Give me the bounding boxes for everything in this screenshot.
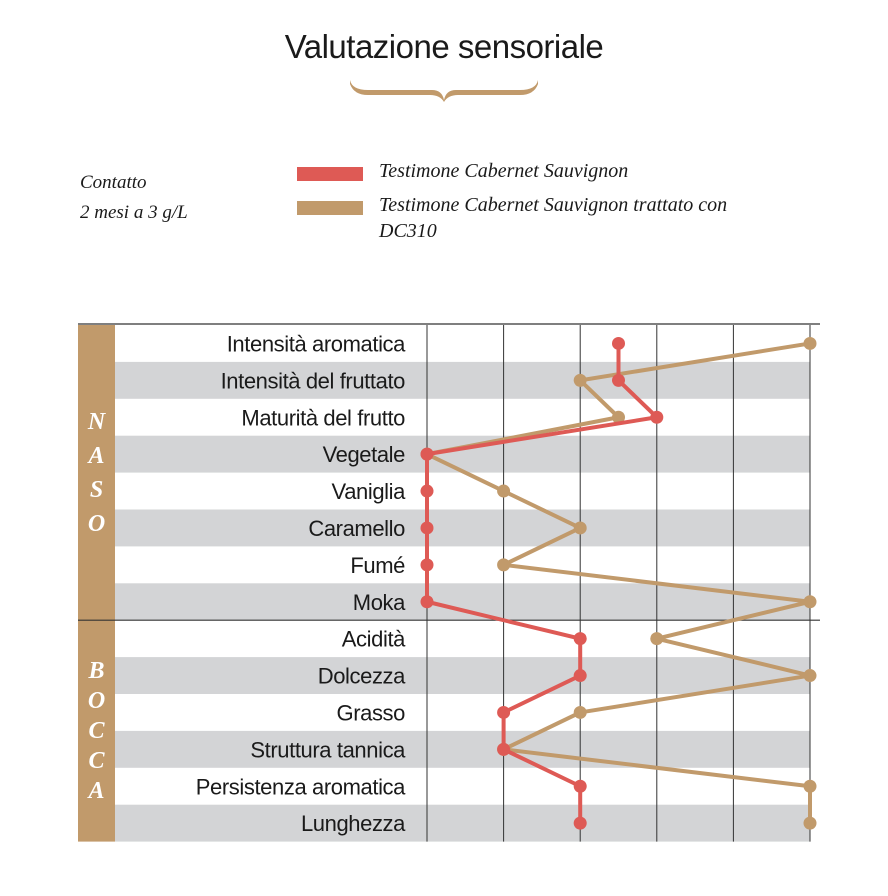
row-stripe bbox=[115, 361, 810, 399]
data-point-1 bbox=[573, 373, 587, 387]
row-stripe bbox=[115, 804, 810, 842]
contact-note: Contatto 2 mesi a 3 g/L bbox=[80, 168, 188, 228]
data-point-1 bbox=[803, 595, 817, 609]
data-point-0 bbox=[573, 779, 587, 793]
legend-swatch bbox=[297, 201, 363, 215]
data-point-0 bbox=[420, 521, 434, 535]
legend-item-treated: Testimone Cabernet Sauvignon trattato co… bbox=[297, 192, 789, 244]
data-point-1 bbox=[497, 558, 511, 572]
legend-swatch bbox=[297, 167, 363, 181]
category-label: Maturità del frutto bbox=[241, 405, 405, 430]
legend: Testimone Cabernet Sauvignon Testimone C… bbox=[297, 158, 789, 252]
data-point-0 bbox=[612, 336, 625, 350]
group-letter: A bbox=[88, 442, 105, 469]
group-letter: S bbox=[89, 476, 104, 503]
data-point-0 bbox=[420, 595, 434, 609]
category-label: Caramello bbox=[308, 516, 405, 541]
data-point-0 bbox=[420, 484, 434, 498]
category-label: Struttura tannica bbox=[250, 737, 406, 762]
category-label: Intensità aromatica bbox=[227, 331, 406, 356]
group-letter: N bbox=[87, 408, 106, 435]
category-label: Vegetale bbox=[323, 442, 406, 467]
category-label: Grasso bbox=[336, 700, 405, 725]
group-letter: O bbox=[87, 687, 106, 714]
category-label: Fumé bbox=[350, 553, 405, 578]
category-label: Persistenza aromatica bbox=[196, 774, 406, 799]
row-stripe bbox=[115, 657, 810, 694]
data-point-0 bbox=[420, 447, 434, 461]
data-point-0 bbox=[497, 742, 511, 756]
note-line: 2 mesi a 3 g/L bbox=[80, 202, 188, 223]
data-point-1 bbox=[497, 484, 511, 498]
data-point-1 bbox=[573, 705, 587, 719]
category-label: Vaniglia bbox=[332, 479, 407, 504]
data-point-1 bbox=[803, 669, 817, 683]
category-label: Lunghezza bbox=[301, 811, 406, 836]
brace-ornament bbox=[350, 80, 538, 102]
group-letter: C bbox=[88, 747, 105, 774]
data-point-0 bbox=[650, 410, 664, 424]
group-letter: O bbox=[87, 510, 106, 537]
row-stripe bbox=[115, 509, 810, 547]
category-label: Moka bbox=[353, 590, 406, 615]
category-label: Dolcezza bbox=[318, 664, 406, 689]
data-point-1 bbox=[803, 336, 817, 350]
note-line: Contatto bbox=[80, 172, 147, 193]
legend-label: Testimone Cabernet Sauvignon bbox=[379, 160, 629, 182]
data-point-0 bbox=[420, 558, 434, 572]
data-point-1 bbox=[650, 632, 664, 646]
legend-item-control: Testimone Cabernet Sauvignon bbox=[297, 158, 789, 184]
group-letter: A bbox=[88, 777, 105, 804]
data-point-0 bbox=[573, 816, 587, 830]
group-letter: B bbox=[88, 657, 105, 684]
data-point-0 bbox=[573, 632, 587, 646]
data-point-1 bbox=[803, 816, 817, 830]
data-point-0 bbox=[612, 373, 625, 387]
category-label: Intensità del fruttato bbox=[221, 368, 406, 393]
data-point-0 bbox=[573, 669, 587, 683]
data-point-1 bbox=[803, 779, 817, 793]
data-point-1 bbox=[612, 410, 625, 424]
data-point-1 bbox=[573, 521, 587, 535]
data-point-0 bbox=[497, 705, 511, 719]
legend-label: Testimone Cabernet Sauvignon trattato co… bbox=[379, 194, 728, 242]
group-sidebar bbox=[78, 325, 115, 842]
group-letter: C bbox=[88, 717, 105, 744]
row-stripe bbox=[115, 435, 810, 473]
chart-title: Valutazione sensoriale bbox=[284, 28, 604, 65]
category-label: Acidità bbox=[342, 627, 406, 652]
row-stripe bbox=[115, 730, 810, 768]
series-line-1 bbox=[425, 341, 812, 824]
